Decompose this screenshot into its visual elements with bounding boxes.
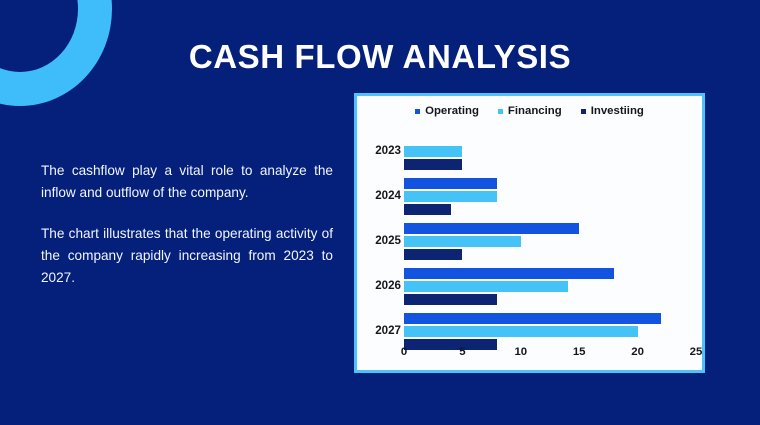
body-paragraph-2: The chart illustrates that the operating… [41, 226, 333, 286]
x-axis-tick-20: 20 [631, 346, 644, 358]
chart-plot-area: 2023 2024 2025 2026 2027 [357, 129, 702, 370]
legend-swatch-icon [415, 108, 421, 114]
legend-swatch-icon [497, 108, 503, 114]
body-text-block: The cashflow play a vital role to analyz… [41, 160, 333, 289]
bar-investiing-2024[interactable] [404, 204, 451, 215]
chart-legend: Operating Financing Investiing [357, 105, 702, 117]
legend-item-investiing[interactable]: Investiing [580, 105, 644, 117]
bar-group [404, 313, 702, 350]
bar-investiing-2026[interactable] [404, 294, 498, 305]
x-axis: 0 5 10 15 20 25 [400, 346, 703, 362]
x-axis-tick-25: 25 [689, 346, 703, 358]
category-label: 2024 [375, 189, 401, 202]
bar-financing-2023[interactable] [404, 146, 463, 157]
bar-operating-2024[interactable] [404, 178, 498, 189]
bar-financing-2025[interactable] [404, 236, 521, 247]
category-label: 2027 [375, 324, 401, 337]
bar-financing-2024[interactable] [404, 191, 498, 202]
bar-investiing-2025[interactable] [404, 249, 463, 260]
bar-investiing-2027[interactable] [404, 339, 498, 350]
legend-label: Investiing [590, 105, 644, 117]
category-label: 2026 [375, 279, 401, 292]
legend-swatch-icon [580, 108, 586, 114]
legend-item-operating[interactable]: Operating [415, 105, 479, 117]
legend-label: Financing [507, 105, 562, 117]
bar-operating-2025[interactable] [404, 223, 580, 234]
bar-operating-2026[interactable] [404, 268, 615, 279]
bar-group [404, 178, 702, 215]
x-axis-tick-0: 0 [400, 346, 408, 358]
bar-financing-2026[interactable] [404, 281, 568, 292]
x-axis-tick-10: 10 [514, 346, 528, 358]
legend-item-financing[interactable]: Financing [497, 105, 562, 117]
bar-group [404, 223, 702, 260]
x-axis-tick-5: 5 [459, 346, 466, 358]
bar-financing-2027[interactable] [404, 326, 638, 337]
bar-investiing-2023[interactable] [404, 159, 463, 170]
body-paragraph-1: The cashflow play a vital role to analyz… [41, 163, 333, 201]
bar-operating-2027[interactable] [404, 313, 661, 324]
x-axis-tick-15: 15 [572, 346, 586, 358]
page-title: CASH FLOW ANALYSIS [188, 38, 572, 75]
category-label: 2023 [375, 144, 401, 157]
category-label: 2025 [375, 234, 401, 247]
chart-panel: Operating Financing Investiing 2023 2024 202… [354, 93, 705, 373]
legend-label: Operating [425, 105, 479, 117]
bar-group [404, 268, 702, 305]
bar-group [404, 133, 702, 170]
